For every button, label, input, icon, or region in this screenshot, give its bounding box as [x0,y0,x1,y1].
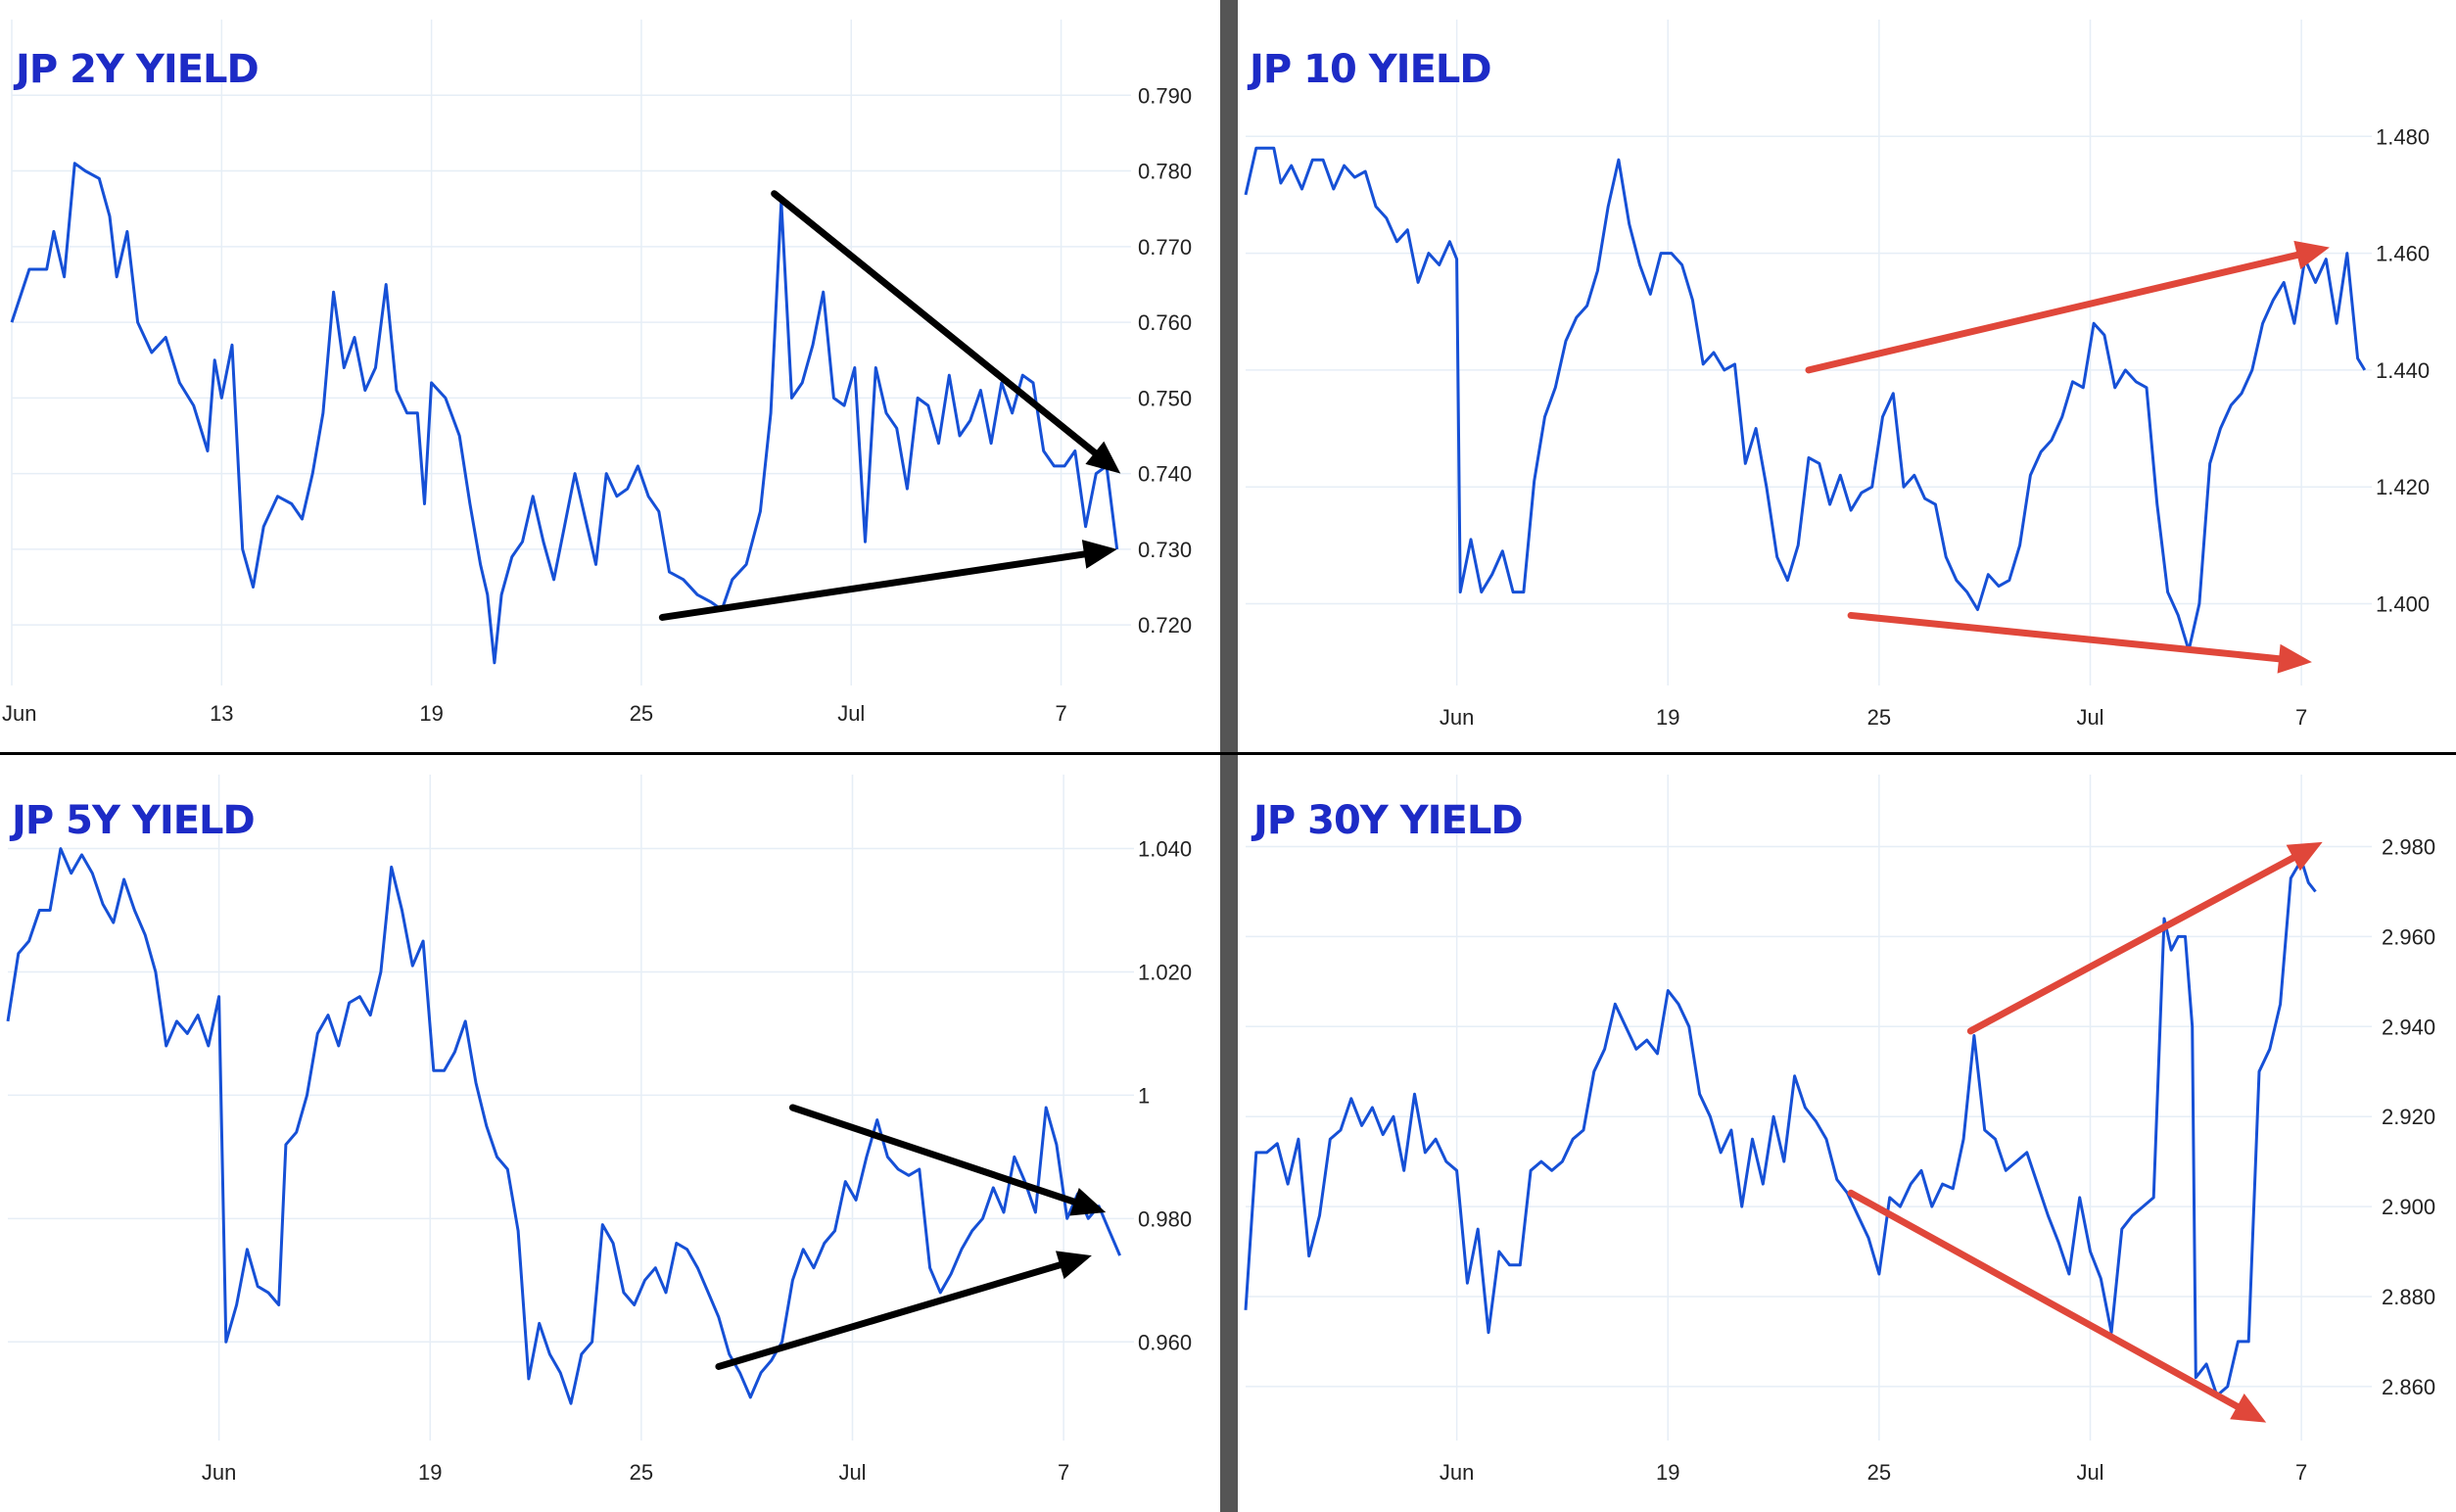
y-tick-label: 0.740 [1138,462,1192,487]
trend-arrow-shaft [1805,251,2301,374]
x-tick-label: 25 [630,701,653,726]
yield-series-line [1244,146,2367,652]
y-tick-label: 2.960 [2382,924,2435,949]
x-tick-label: 25 [1867,705,1891,730]
y-tick-label: 2.860 [2382,1375,2435,1399]
trend-arrow [1847,611,2312,674]
trend-arrow-shaft [1847,1189,2241,1410]
y-tick-label: 0.770 [1138,235,1192,260]
y-tick-label: 1.400 [2376,591,2430,616]
y-tick-label: 0.750 [1138,386,1192,410]
trend-arrow-shaft [658,550,1088,621]
trend-arrow [1966,841,2323,1035]
trend-arrow-head [2277,643,2312,674]
chart-panel-jp-2y: 0.720 0.730 0.740 0.750 0.760 0.770 0.780 0.790… [0,0,1220,752]
x-tick-label: Jun [2,701,36,726]
trend-arrow-head [2286,841,2323,872]
chart-jp-30y-svg: 2.860 2.880 2.900 2.920 2.940 2.960 2.980 Jun 19… [1244,775,2435,1485]
trend-arrow-head [1081,540,1117,569]
y-tick-label: 1.040 [1138,837,1192,862]
chart-jp-10y-svg: 1.400 1.420 1.440 1.460 1.480 Jun 19 25 Jul 7 JP 1… [1244,20,2430,730]
chart-jp-5y-svg: 0.960 0.980 1 1.020 1.040 Jun 19 25 Jul 7 JP 5Y YI… [6,775,1192,1485]
x-tick-label: 19 [418,1460,442,1485]
x-tick-label: 7 [1055,701,1066,726]
x-tick-label: Jun [1440,1460,1474,1485]
trend-arrow-shaft [715,1261,1063,1370]
x-tick-label: 7 [2295,1460,2307,1485]
y-tick-label: 2.980 [2382,835,2435,860]
chart-title: JP 5Y YIELD [9,798,255,843]
y-tick-label: 2.940 [2382,1015,2435,1039]
y-tick-label: 0.720 [1138,613,1192,638]
trend-arrow-shaft [771,190,1099,456]
chart-jp-2y-svg: 0.720 0.730 0.740 0.750 0.760 0.770 0.780 0.790… [2,20,1192,726]
y-tick-label: 2.880 [2382,1285,2435,1309]
y-tick-label: 1.440 [2376,358,2430,383]
yield-series-line [10,162,1119,665]
x-tick-label: 7 [1058,1460,1069,1485]
y-tick-label: 2.920 [2382,1105,2435,1129]
x-tick-label: Jun [202,1460,236,1485]
x-tick-label: 7 [2295,705,2307,730]
x-tick-label: 19 [1656,705,1679,730]
yield-series-line [6,847,1121,1405]
trend-arrow-head [2230,1394,2267,1423]
y-tick-label: 0.980 [1138,1206,1192,1231]
y-tick-label: 1.020 [1138,960,1192,984]
chart-title: JP 2Y YIELD [13,47,259,92]
x-tick-label: 19 [419,701,443,726]
x-tick-label: 25 [630,1460,653,1485]
x-tick-label: 13 [210,701,233,726]
trend-arrow [715,1251,1092,1370]
yield-series-line [1244,858,2317,1397]
y-tick-label: 0.760 [1138,310,1192,335]
y-tick-label: 1.460 [2376,242,2430,266]
y-tick-label: 0.780 [1138,160,1192,184]
y-tick-label: 1.420 [2376,475,2430,499]
x-tick-label: 19 [1656,1460,1679,1485]
trend-arrow-head [1056,1251,1092,1280]
y-tick-label: 1.480 [2376,124,2430,149]
trend-arrow [658,540,1117,621]
trend-arrow [1805,240,2330,374]
trend-arrow-head [1069,1188,1107,1216]
vertical-divider [1220,0,1238,1512]
y-tick-label: 2.900 [2382,1195,2435,1219]
chart-panel-jp-30y: 2.860 2.880 2.900 2.920 2.940 2.960 2.980 Jun 19… [1238,755,2456,1512]
chart-panel-jp-10y: 1.400 1.420 1.440 1.460 1.480 Jun 19 25 Jul 7 JP 1… [1238,0,2456,752]
chart-title: JP 10 YIELD [1247,47,1491,92]
x-tick-label: 25 [1867,1460,1891,1485]
trend-arrow-head [1085,441,1121,474]
chart-title: JP 30Y YIELD [1251,798,1523,843]
x-tick-label: Jul [2076,1460,2103,1485]
y-tick-label: 0.730 [1138,538,1192,562]
x-tick-label: Jul [2076,705,2103,730]
trend-arrow-shaft [1966,854,2297,1035]
trend-arrow [771,190,1121,474]
trend-arrow [788,1104,1107,1216]
chart-panel-jp-5y: 0.960 0.980 1 1.020 1.040 Jun 19 25 Jul 7 JP 5Y YI… [0,755,1220,1512]
trend-arrow-shaft [788,1104,1078,1205]
trend-arrow-head [2293,240,2330,270]
x-tick-label: Jul [837,701,865,726]
trend-arrow [1847,1189,2267,1423]
y-tick-label: 1 [1138,1083,1150,1108]
horizontal-divider [0,752,2456,755]
x-tick-label: Jun [1440,705,1474,730]
trend-arrow-shaft [1847,611,2283,663]
y-tick-label: 0.790 [1138,83,1192,108]
x-tick-label: Jul [838,1460,866,1485]
y-tick-label: 0.960 [1138,1330,1192,1354]
